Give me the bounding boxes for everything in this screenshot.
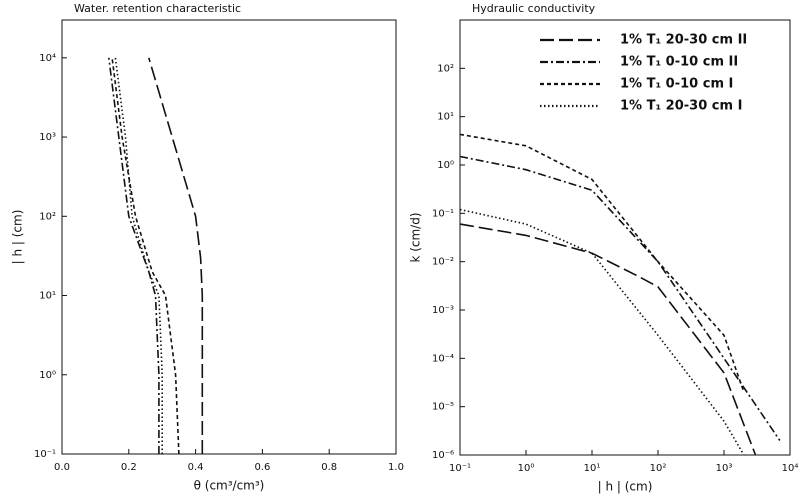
plot-frame — [61, 19, 397, 455]
y-tick-label: 10⁻⁴ — [432, 353, 454, 364]
legend-label: 1% T₁ 0-10 cm II — [620, 55, 738, 70]
y-tick-label: 10⁻² — [432, 257, 454, 268]
legend-label: 1% T₁ 0-10 cm I — [620, 77, 733, 92]
y-tick-label: 10⁻⁶ — [432, 450, 454, 461]
y-tick-label: 10¹ — [39, 291, 56, 302]
legend-label: 1% T₁ 20-30 cm I — [620, 99, 742, 114]
x-tick-label: 10³ — [716, 463, 733, 474]
data-line — [148, 57, 204, 454]
x-tick-label: 10² — [650, 463, 667, 474]
y-tick-label: 10⁻¹ — [34, 449, 56, 460]
y-tick-label: 10⁻¹ — [432, 208, 454, 219]
x-tick-label: 10⁰ — [518, 463, 535, 474]
x-tick-label: 10¹ — [584, 463, 601, 474]
y-tick-label: 10³ — [39, 132, 56, 143]
data-line — [114, 57, 163, 454]
y-axis-label: k (cm/d) — [409, 212, 423, 262]
x-tick-label: 10⁻¹ — [449, 463, 471, 474]
y-tick-label: 10⁻³ — [432, 305, 454, 316]
y-tick-label: 10⁰ — [39, 370, 56, 381]
x-tick-label: 0.0 — [54, 462, 70, 473]
y-tick-label: 10² — [437, 63, 454, 74]
data-line — [459, 208, 745, 456]
data-line — [459, 133, 745, 393]
x-tick-label: 10⁴ — [782, 463, 799, 474]
data-line — [459, 155, 781, 441]
chart-title: Hydraulic conductivity — [472, 2, 596, 15]
legend-label: 1% T₁ 20-30 cm II — [620, 33, 747, 48]
data-line — [108, 57, 160, 454]
y-tick-label: 10¹ — [437, 112, 454, 123]
x-axis-label: θ (cm³/cm³) — [194, 479, 265, 493]
y-tick-label: 10⁻⁵ — [432, 402, 454, 413]
x-tick-label: 0.8 — [321, 462, 337, 473]
x-tick-label: 0.2 — [121, 462, 137, 473]
chart-title: Water. retention characteristic — [74, 2, 241, 15]
x-tick-label: 0.6 — [254, 462, 270, 473]
y-axis-label: | h | (cm) — [11, 210, 25, 265]
x-tick-label: 1.0 — [388, 462, 404, 473]
x-axis-label: | h | (cm) — [598, 480, 653, 494]
y-tick-label: 10² — [39, 211, 56, 222]
y-tick-label: 10⁰ — [437, 160, 454, 171]
plot-frame — [459, 19, 791, 456]
x-tick-label: 0.4 — [188, 462, 204, 473]
y-tick-label: 10⁴ — [39, 53, 56, 64]
data-line — [111, 57, 180, 455]
data-line — [459, 223, 757, 456]
